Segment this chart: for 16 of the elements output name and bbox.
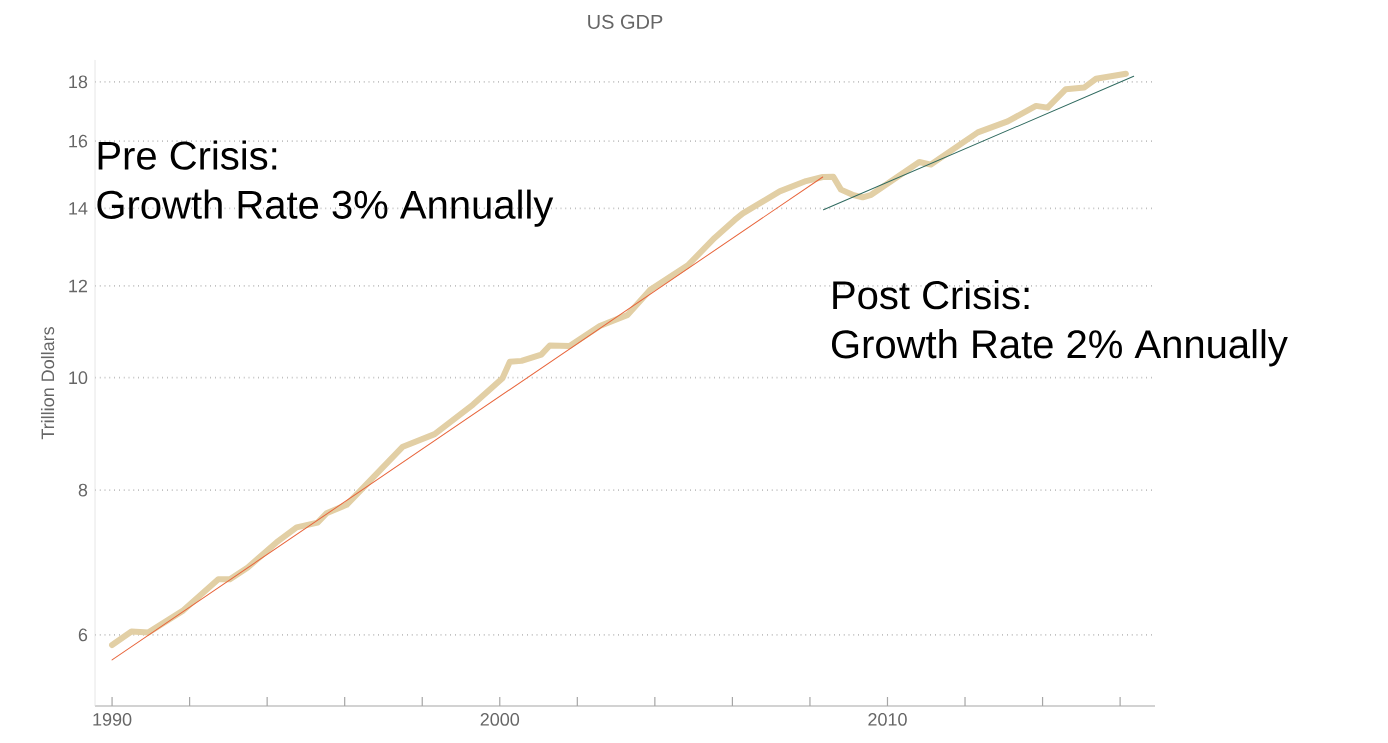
y-tick-label: 8 bbox=[78, 483, 88, 497]
y-axis-title: Trillion Dollars bbox=[40, 327, 55, 440]
y-tick-label: 10 bbox=[69, 371, 88, 385]
y-tick-label: 14 bbox=[69, 202, 88, 215]
y-tick-label: 12 bbox=[69, 279, 88, 293]
annotation: Pre Crisis: bbox=[98, 140, 277, 170]
chart-title: US GDP bbox=[588, 14, 663, 29]
y-tick-label: 6 bbox=[78, 628, 88, 642]
x-tick-label: 2000 bbox=[480, 713, 520, 726]
x-tick-label: 2010 bbox=[868, 713, 907, 726]
annotation: Growth Rate 2% Annually bbox=[831, 329, 1288, 367]
y-tick-label: 18 bbox=[69, 75, 88, 89]
y-tick-label: 16 bbox=[69, 134, 88, 148]
x-tick-label: 1990 bbox=[93, 713, 132, 726]
annotation: Post Crisis: bbox=[833, 280, 1029, 310]
annotation: Growth Rate 3% Annually bbox=[97, 189, 554, 227]
